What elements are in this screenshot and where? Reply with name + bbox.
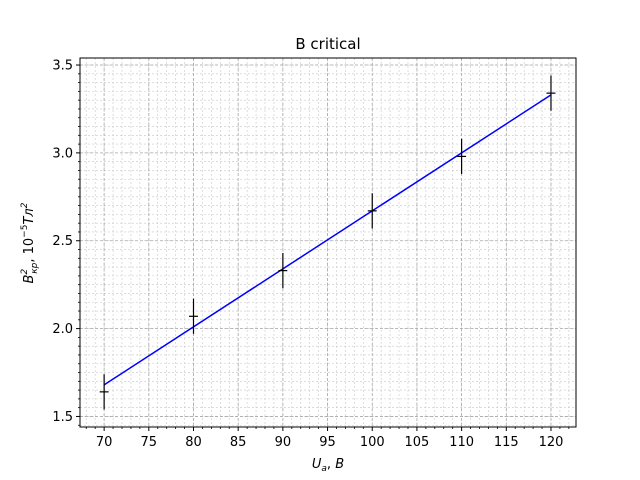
- fit-line: [103, 94, 552, 386]
- chart-title: B critical: [295, 35, 360, 53]
- data-point: [546, 75, 556, 111]
- x-tick-label: 120: [539, 435, 564, 450]
- axis-ticks: 70 75 80 85 90 95 100 105 110 115 120 1.5 2.0 2.5 3.0 3…: [52, 59, 570, 450]
- data-point: [457, 138, 467, 174]
- x-tick-label: 90: [275, 435, 292, 450]
- x-tick-label: 70: [96, 435, 113, 450]
- x-tick-label: 95: [319, 435, 336, 450]
- x-tick-label: 75: [141, 435, 158, 450]
- x-tick-label: 115: [494, 435, 519, 450]
- x-tick-label: 85: [230, 435, 247, 450]
- y-tick-label: 2.5: [52, 234, 73, 249]
- y-tick-label: 2.0: [52, 322, 73, 337]
- x-tick-label: 110: [449, 435, 474, 450]
- y-axis-label: B2кр, 10−5Тл2: [20, 202, 40, 283]
- x-tick-label: 100: [360, 435, 385, 450]
- y-tick-label: 3.5: [52, 59, 73, 74]
- data-point: [99, 374, 109, 410]
- y-tick-label: 3.0: [52, 146, 73, 161]
- grid: [80, 58, 576, 427]
- data-point: [367, 193, 377, 229]
- x-axis-label: Ua, B: [312, 457, 344, 474]
- plot-data: [99, 75, 556, 410]
- y-tick-label: 1.5: [52, 410, 73, 425]
- x-tick-label: 105: [405, 435, 430, 450]
- x-tick-label: 80: [185, 435, 202, 450]
- plot-frame: [79, 57, 577, 428]
- data-point: [189, 298, 198, 334]
- data-point: [278, 253, 288, 289]
